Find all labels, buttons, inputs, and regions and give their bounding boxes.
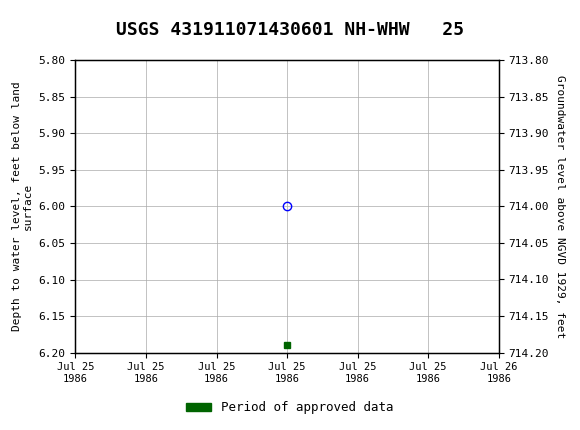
Text: ≡USGS: ≡USGS: [12, 8, 88, 27]
Text: USGS 431911071430601 NH-WHW   25: USGS 431911071430601 NH-WHW 25: [116, 21, 464, 39]
Y-axis label: Groundwater level above NGVD 1929, feet: Groundwater level above NGVD 1929, feet: [554, 75, 564, 338]
Y-axis label: Depth to water level, feet below land
surface: Depth to water level, feet below land su…: [12, 82, 33, 331]
Legend: Period of approved data: Period of approved data: [181, 396, 399, 419]
